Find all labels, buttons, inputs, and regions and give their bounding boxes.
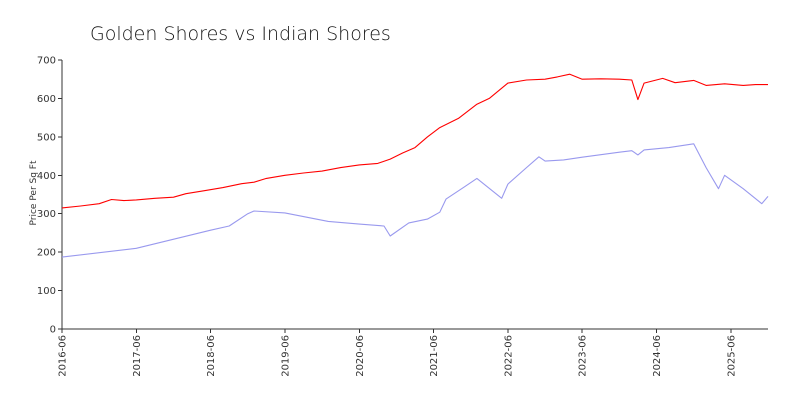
x-tick-label: 2021-06: [429, 335, 440, 377]
y-tick-label: 300: [37, 209, 56, 220]
y-tick-label: 600: [37, 94, 56, 105]
x-tick-label: 2023-06: [578, 335, 589, 377]
x-tick-label: 2019-06: [280, 335, 291, 377]
y-tick-label: 400: [37, 171, 56, 182]
x-tick-label: 2025-06: [726, 335, 737, 377]
y-tick-label: 100: [37, 286, 56, 297]
y-tick-label: 0: [50, 325, 56, 336]
x-tick-label: 2022-06: [503, 335, 514, 377]
y-axis-label: Price Per Sq Ft: [29, 160, 39, 225]
x-tick-label: 2017-06: [132, 335, 143, 377]
series-line-1: [61, 73, 768, 209]
plot-area: 0 100 200 300 400 500 600 700 2016-06 2017-06 2018…: [37, 56, 769, 377]
x-tick-label: 2020-06: [355, 335, 366, 377]
x-tick-label: 2018-06: [206, 335, 217, 377]
x-tick-label: 2024-06: [652, 335, 663, 377]
y-tick-label: 200: [37, 248, 56, 259]
chart-title: Golden Shores vs Indian Shores: [90, 23, 391, 45]
y-tick-label: 500: [37, 132, 56, 143]
y-tick-label: 700: [37, 56, 56, 67]
x-tick-label: 2016-06: [58, 335, 69, 377]
series-line-2: [61, 143, 769, 258]
